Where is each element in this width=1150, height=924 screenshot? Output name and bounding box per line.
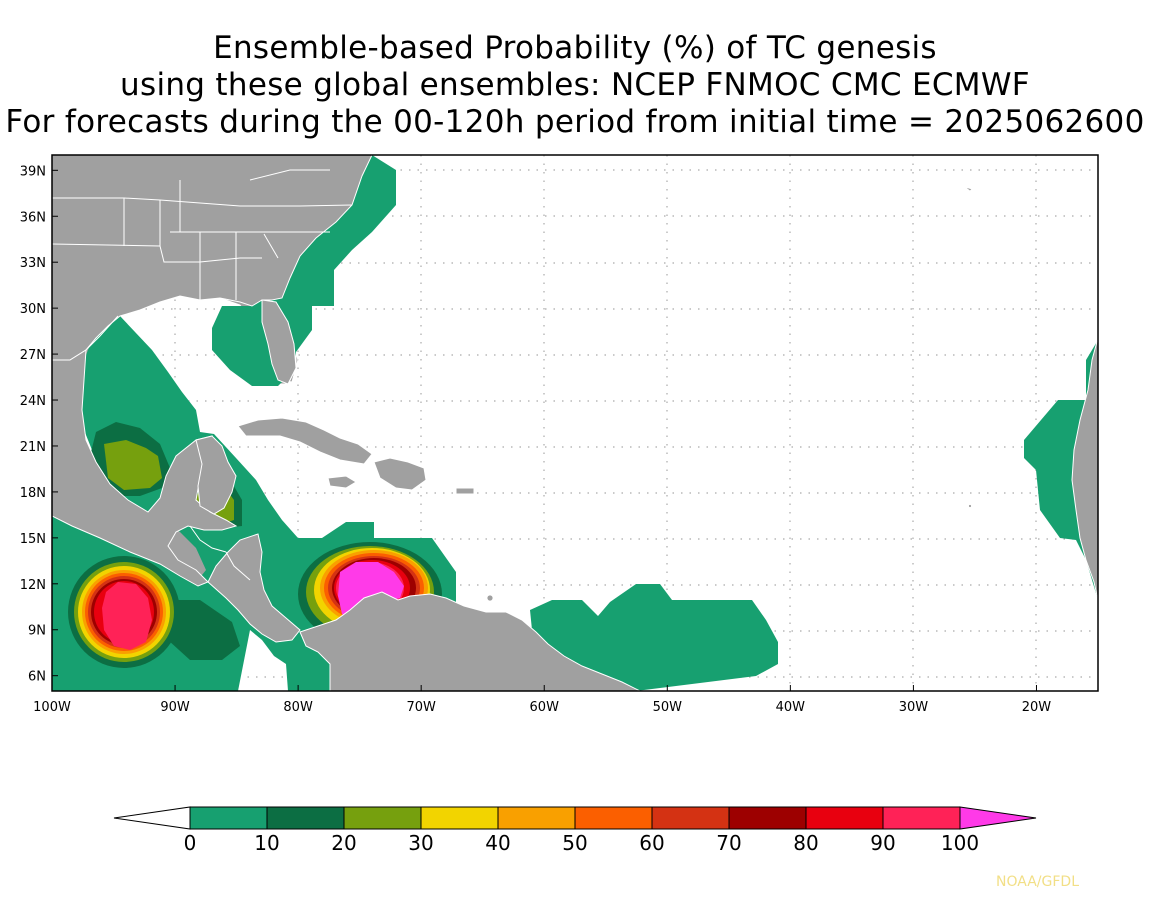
lon-tick-label: 80W bbox=[283, 700, 313, 715]
colorbar-level-label: 20 bbox=[331, 831, 356, 855]
colorbar-low-arrow bbox=[113, 806, 191, 830]
political-borders bbox=[52, 169, 353, 581]
lon-tick-label: 30W bbox=[899, 700, 929, 715]
lat-tick-label: 18N bbox=[20, 486, 46, 501]
map-frame bbox=[51, 154, 1099, 692]
colorbar-swatch bbox=[728, 806, 807, 830]
lon-tick-label: 40W bbox=[776, 700, 806, 715]
lon-tick-label: 20W bbox=[1022, 700, 1052, 715]
puerto-rico bbox=[455, 487, 475, 495]
credit-label: NOAA/GFDL bbox=[996, 874, 1079, 890]
colorbar: 0 10 20 30 40 50 60 70 80 90 100 bbox=[113, 806, 1037, 855]
yucatan bbox=[195, 435, 237, 515]
colorbar-level-label: 50 bbox=[562, 831, 587, 855]
lat-tick-label: 9N bbox=[28, 624, 46, 639]
colorbar-level-label: 70 bbox=[716, 831, 741, 855]
lat-tick-label: 39N bbox=[20, 164, 46, 179]
colorbar-level-label: 40 bbox=[485, 831, 510, 855]
colorbar-swatch bbox=[882, 806, 961, 830]
colorbar-swatch bbox=[189, 806, 268, 830]
lon-tick-label: 100W bbox=[33, 700, 71, 715]
lat-tick-label: 30N bbox=[20, 302, 46, 317]
colorbar-level-label: 90 bbox=[870, 831, 895, 855]
title-line-3: For forecasts during the 00-120h period … bbox=[5, 104, 1145, 140]
colorbar-swatch bbox=[497, 806, 576, 830]
colorbar-level-label: 80 bbox=[793, 831, 818, 855]
colorbar-swatch bbox=[651, 806, 730, 830]
title-line-2: using these global ensembles: NCEP FNMOC… bbox=[120, 67, 1030, 103]
colorbar-level-label: 10 bbox=[254, 831, 279, 855]
title-block: Ensemble-based Probability (%) of TC gen… bbox=[0, 30, 1150, 141]
lat-tick-label: 15N bbox=[20, 532, 46, 547]
latitude-axis: 39N 36N 33N 30N 27N 24N 21N 18N 15N 12N 9N 6N bbox=[20, 164, 58, 685]
jamaica bbox=[327, 475, 357, 489]
title-line-1: Ensemble-based Probability (%) of TC gen… bbox=[213, 30, 937, 66]
lat-tick-label: 27N bbox=[20, 348, 46, 363]
colorbar-level-label: 100 bbox=[941, 831, 979, 855]
colorbar-swatch bbox=[805, 806, 884, 830]
colorbar-swatch bbox=[343, 806, 422, 830]
lat-tick-label: 6N bbox=[28, 670, 46, 685]
colorbar-level-label: 60 bbox=[639, 831, 664, 855]
lat-tick-label: 21N bbox=[20, 440, 46, 455]
longitude-axis: 100W 90W 80W 70W 60W 50W 40W 30W 20W bbox=[33, 685, 1051, 715]
small-islands bbox=[486, 186, 973, 602]
lon-tick-label: 90W bbox=[160, 700, 190, 715]
colorbar-swatch bbox=[420, 806, 499, 830]
colorbar-level-label: 30 bbox=[408, 831, 433, 855]
lat-tick-label: 12N bbox=[20, 578, 46, 593]
lon-tick-label: 60W bbox=[530, 700, 560, 715]
colorbar-level-label: 0 bbox=[184, 831, 197, 855]
florida-peninsula bbox=[261, 299, 297, 385]
lon-tick-label: 50W bbox=[653, 700, 683, 715]
colorbar-high-arrow bbox=[959, 806, 1037, 830]
cuba bbox=[237, 417, 373, 465]
lat-tick-label: 36N bbox=[20, 210, 46, 225]
colorbar-swatch bbox=[574, 806, 653, 830]
south-america bbox=[299, 591, 641, 691]
lat-tick-label: 24N bbox=[20, 394, 46, 409]
africa bbox=[1071, 337, 1098, 601]
colorbar-swatch bbox=[266, 806, 345, 830]
lat-tick-label: 33N bbox=[20, 256, 46, 271]
lon-tick-label: 70W bbox=[406, 700, 436, 715]
hispaniola bbox=[373, 457, 427, 491]
